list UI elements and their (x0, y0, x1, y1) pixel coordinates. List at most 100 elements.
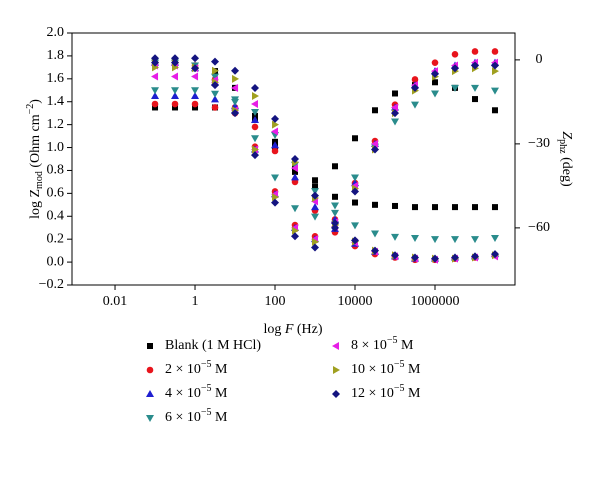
legend-label-part: M (405, 362, 422, 377)
phase-point (211, 73, 220, 81)
phase-point (252, 145, 260, 154)
legend-label-part: −5 (394, 383, 405, 394)
zmod-point (410, 235, 419, 243)
phase-point (391, 118, 400, 126)
phase-point (291, 232, 300, 241)
zmod-point (451, 204, 458, 211)
phase-point (371, 107, 378, 114)
legend-marker (332, 390, 340, 398)
zmod-point (271, 147, 279, 155)
y2-axis-label: Zphz (deg) (557, 131, 574, 187)
x-axis-label: log F (Hz) (263, 322, 322, 337)
phase-point (451, 50, 459, 58)
zmod-point (371, 201, 378, 208)
phase-point (351, 174, 360, 182)
zmod-point (171, 87, 180, 95)
zmod-point (151, 87, 160, 95)
phase-point (311, 213, 320, 221)
zmod-point (450, 236, 459, 244)
zmod-point (171, 54, 180, 63)
zmod-point (251, 123, 259, 131)
phase-point (311, 243, 320, 252)
legend-label: 12 × 10−5 M (351, 383, 421, 401)
x-tick-label: 1 (192, 294, 199, 309)
y-axis-label-part: −2 (25, 104, 36, 115)
y-tick-label: 1.8 (47, 48, 65, 63)
legend-label-part: −5 (394, 359, 405, 370)
x-axis-label-part: (Hz) (293, 322, 322, 337)
x-tick-label: 0.01 (103, 294, 128, 309)
zmod-point (212, 66, 220, 75)
phase-point (191, 64, 200, 73)
zmod-point (152, 104, 159, 111)
phase-point (271, 198, 280, 207)
zmod-point (211, 104, 219, 111)
zmod-point (331, 193, 338, 200)
legend-marker (146, 390, 154, 397)
zmod-point (311, 188, 320, 196)
zmod-point (231, 83, 239, 92)
zmod-point (410, 253, 419, 262)
zmod-point (312, 183, 319, 190)
y-tick-label: 2.0 (47, 25, 65, 40)
zmod-point (251, 100, 259, 109)
phase-point (391, 103, 399, 112)
phase-point (370, 139, 378, 148)
y-tick-label: 1.2 (47, 117, 65, 132)
y-axis-label-part: mod (34, 171, 45, 189)
legend-label-part: 12 × 10 (351, 386, 394, 401)
phase-point (490, 87, 499, 95)
zmod-point (311, 203, 320, 211)
zmod-point (191, 87, 200, 95)
legend-label-part: Blank (1 M HCl) (165, 338, 261, 353)
y-tick-label: 0.8 (47, 163, 65, 178)
phase-point (171, 58, 180, 67)
phase-point (410, 83, 419, 92)
phase-point (432, 79, 439, 86)
legend-label-part: M (212, 410, 229, 425)
y-tick-label: 1.0 (47, 140, 65, 155)
y2-axis-label-part: (deg) (559, 154, 574, 187)
zmod-point (271, 127, 279, 136)
phase-point (272, 193, 280, 202)
legend-label: 4 × 10−5 M (165, 383, 228, 401)
phase-point (151, 58, 160, 67)
phase-point (370, 145, 379, 154)
phase-point (491, 48, 499, 55)
zmod-point (171, 72, 179, 81)
zmod-point (231, 66, 240, 75)
legend-label-part: M (398, 338, 415, 353)
zmod-point (232, 74, 240, 83)
phase-point (231, 98, 240, 106)
zmod-point (471, 252, 480, 261)
zmod-point (191, 72, 199, 81)
zmod-point (491, 204, 498, 211)
zmod-point (330, 219, 339, 228)
zmod-point (251, 83, 260, 92)
phase-point (410, 101, 419, 109)
zmod-point (211, 90, 220, 98)
phase-point (491, 107, 498, 114)
phase-point (391, 109, 400, 118)
phase-point (271, 174, 280, 182)
x-tick-label: 100 (265, 294, 286, 309)
phase-point (411, 76, 419, 83)
zmod-point (351, 236, 360, 245)
zmod-point (151, 72, 159, 81)
y2-axis-label-part: Z (559, 131, 574, 139)
phase-point (471, 48, 479, 55)
phase-point (450, 64, 459, 73)
legend-label: Blank (1 M HCl) (165, 338, 261, 353)
zmod-point (431, 254, 440, 263)
zmod-point (151, 54, 160, 63)
zmod-point (211, 95, 220, 103)
legend-label-part: M (405, 386, 422, 401)
zmod-point (370, 246, 379, 255)
x-tick-label: 10000 (338, 294, 373, 309)
zmod-point (471, 236, 480, 244)
phase-point (291, 205, 300, 213)
phase-point (312, 237, 320, 246)
legend-label: 8 × 10−5 M (351, 335, 414, 353)
y-tick-label: 0.2 (47, 231, 65, 246)
